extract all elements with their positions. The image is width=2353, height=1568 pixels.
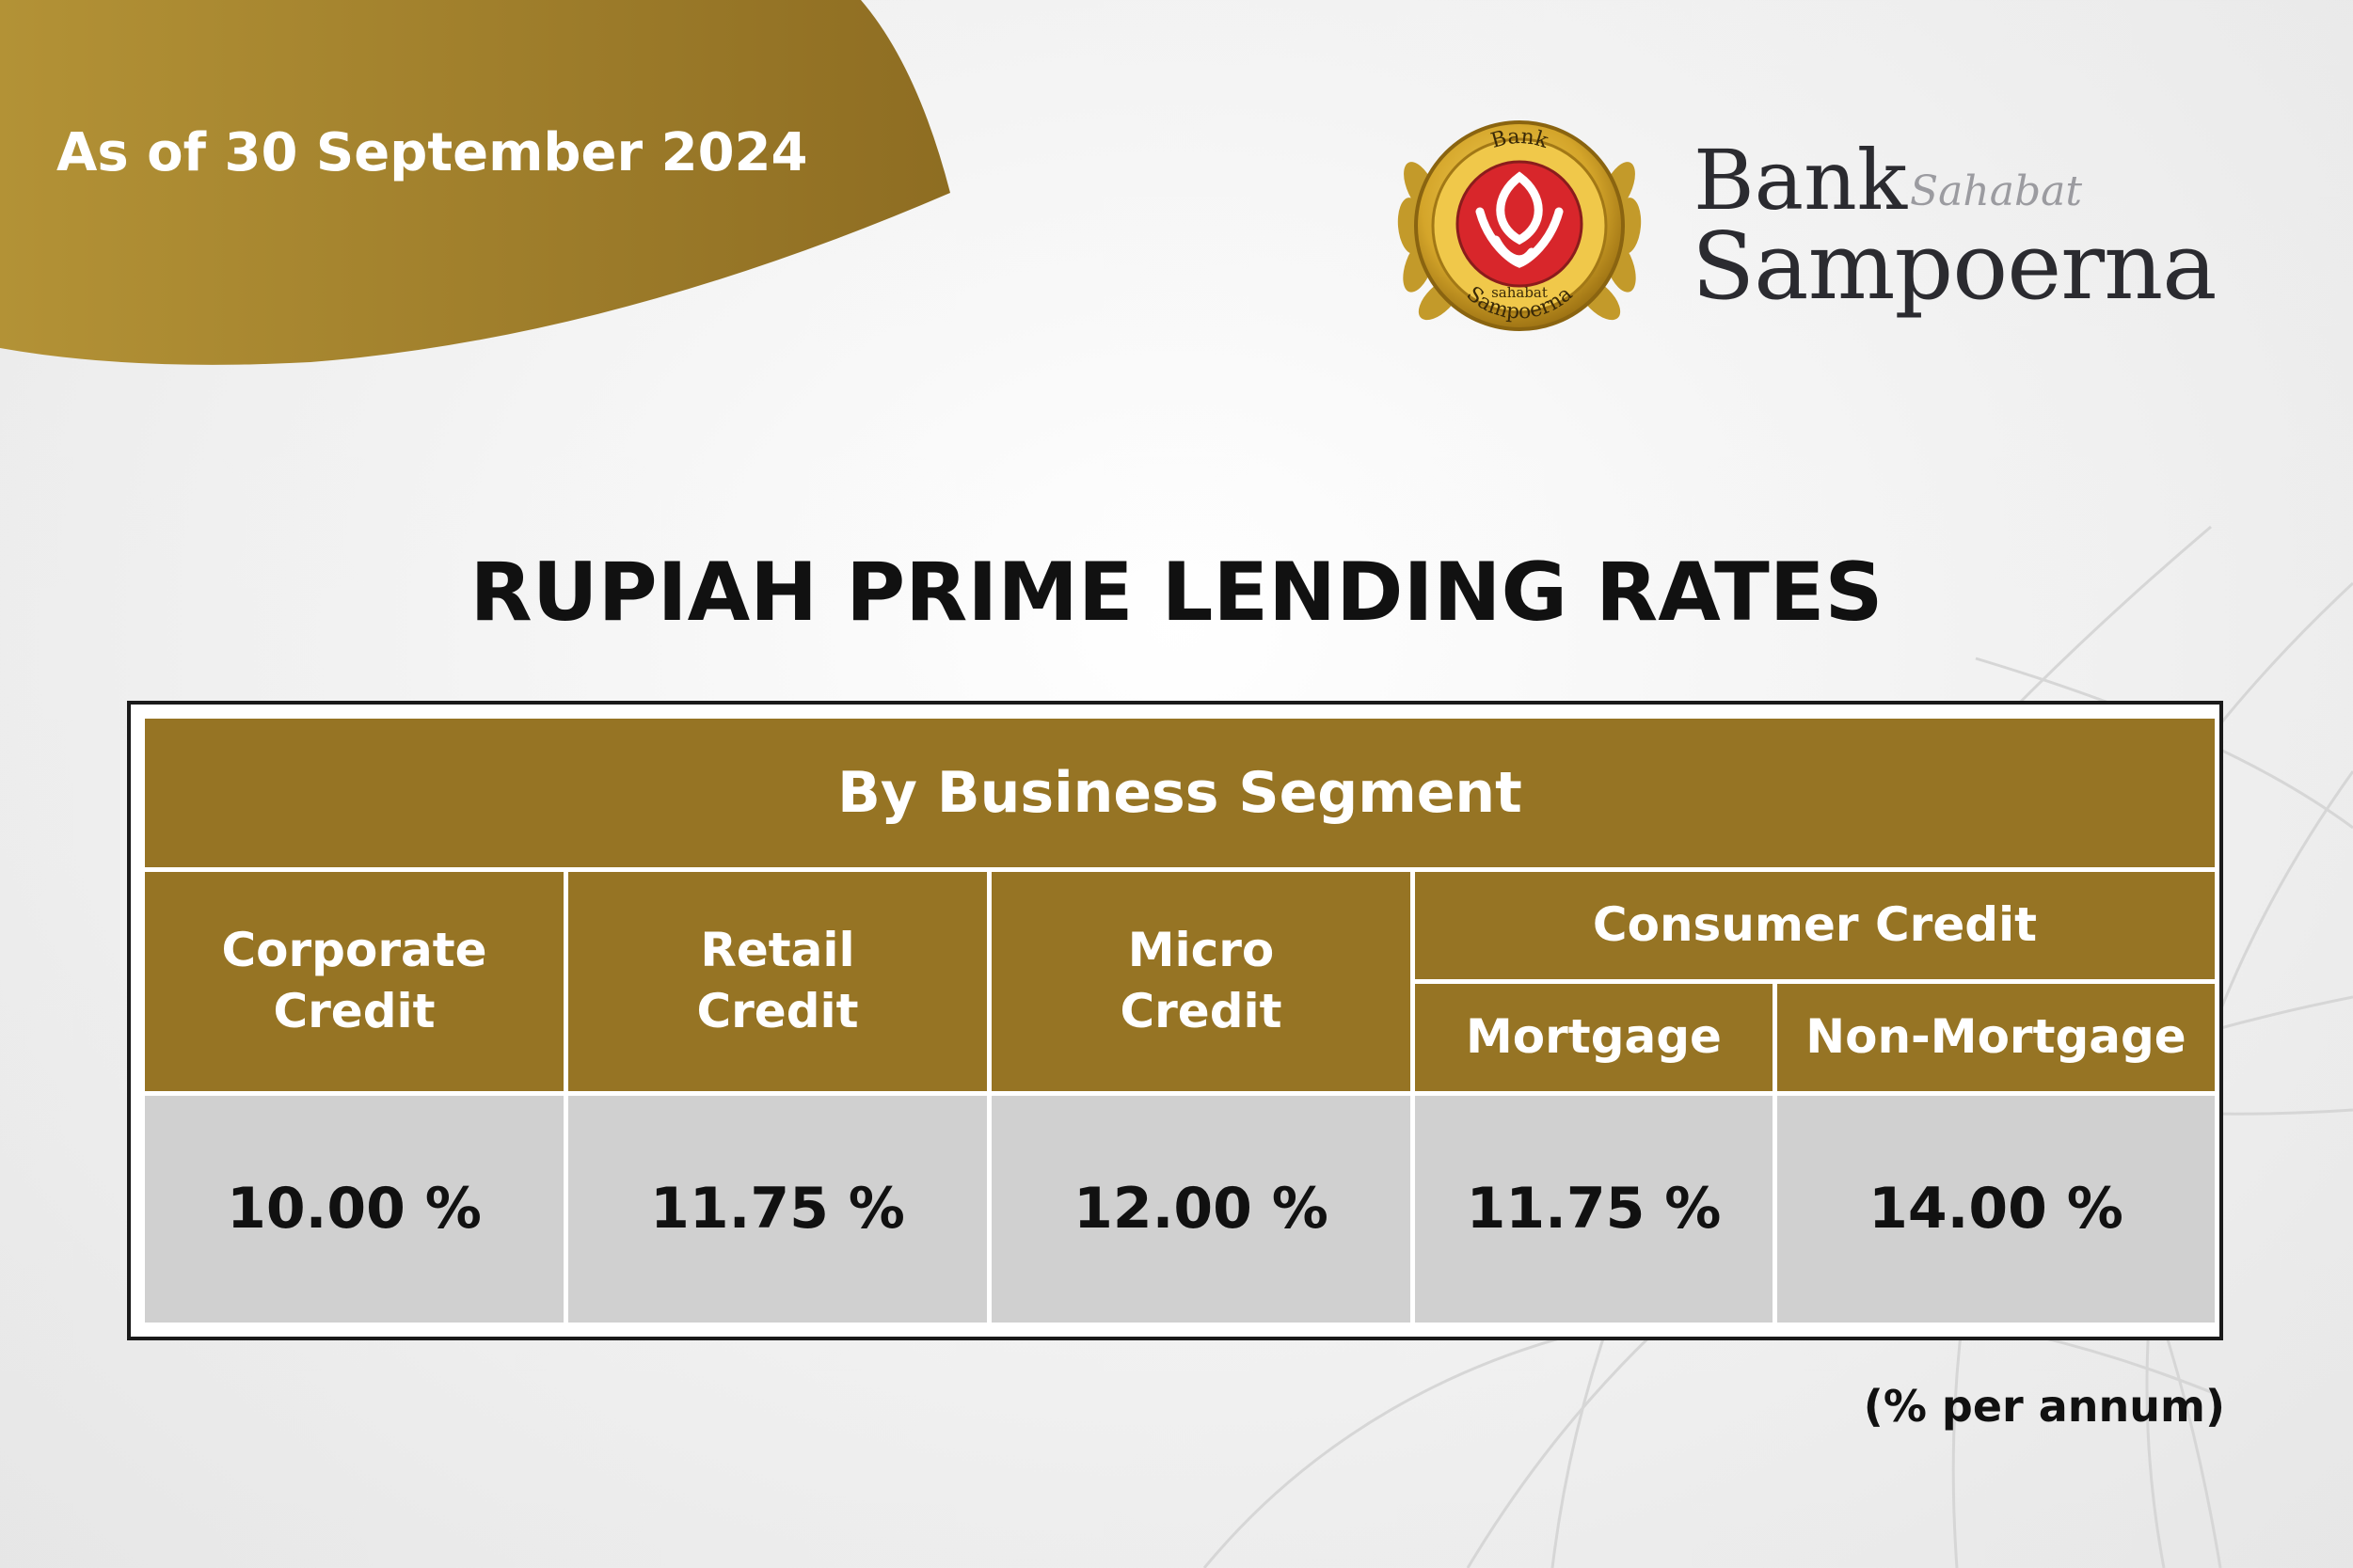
unit-note: (% per annum) xyxy=(1863,1381,2225,1432)
rate-micro-credit: 12.00 % xyxy=(992,1095,1410,1323)
column-header-line: Credit xyxy=(696,984,859,1039)
lending-rates-table: By Business Segment Corporate Credit Ret… xyxy=(140,714,2219,1327)
logo-word-sahabat: Sahabat xyxy=(1910,167,2083,215)
table-row: 10.00 % 11.75 % 12.00 % 11.75 % 14.00 % xyxy=(145,1095,2215,1323)
column-header-non-mortgage: Non-Mortgage xyxy=(1777,983,2215,1091)
column-header-line: Credit xyxy=(1120,984,1282,1039)
bank-logo: Bank sahabat Sampoerna Bank Sahabat Samp… xyxy=(1383,85,2353,367)
logo-word-bank: Bank xyxy=(1693,132,1908,229)
rates-table-frame: By Business Segment Corporate Credit Ret… xyxy=(127,701,2223,1340)
column-header-corporate-credit: Corporate Credit xyxy=(145,871,564,1091)
column-header-line: Corporate xyxy=(221,923,487,978)
svg-text:sahabat: sahabat xyxy=(1491,284,1548,301)
rate-non-mortgage: 14.00 % xyxy=(1777,1095,2215,1323)
logo-word-sampoerna: Sampoerna xyxy=(1692,214,2218,321)
column-header-retail-credit: Retail Credit xyxy=(568,871,987,1091)
segment-header: By Business Segment xyxy=(145,719,2215,867)
rate-mortgage: 11.75 % xyxy=(1415,1095,1773,1323)
rate-corporate-credit: 10.00 % xyxy=(145,1095,564,1323)
column-header-line: Micro xyxy=(1127,923,1275,978)
date-banner xyxy=(0,0,950,365)
page-title: RUPIAH PRIME LENDING RATES xyxy=(469,546,1884,640)
as-of-date: As of 30 September 2024 xyxy=(56,122,808,183)
rate-retail-credit: 11.75 % xyxy=(568,1095,987,1323)
column-header-line: Retail xyxy=(700,923,855,978)
column-header-line: Credit xyxy=(273,984,436,1039)
column-header-mortgage: Mortgage xyxy=(1415,983,1773,1091)
bank-emblem-icon: Bank sahabat Sampoerna xyxy=(1397,120,1642,331)
column-header-consumer-credit: Consumer Credit xyxy=(1415,871,2215,979)
column-header-micro-credit: Micro Credit xyxy=(992,871,1410,1091)
